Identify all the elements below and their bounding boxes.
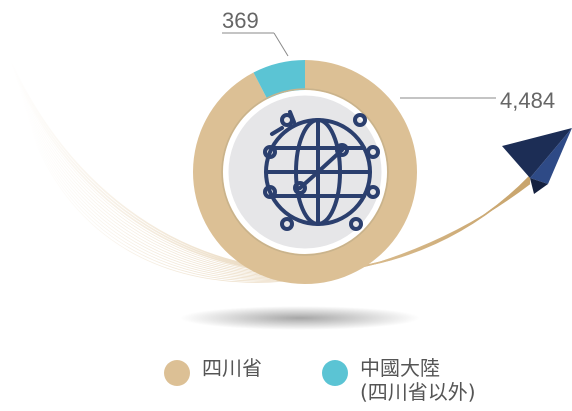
globe-network-icon <box>263 110 380 231</box>
legend-item-sichuan: 四川省 <box>164 356 262 386</box>
legend-label-sichuan: 四川省 <box>202 356 262 380</box>
swoosh-line <box>33 137 531 283</box>
legend-sublabel-mainland: (四川省以外) <box>360 380 476 404</box>
legend-swatch-sichuan <box>164 360 190 386</box>
data-label-4484: 4,484 <box>500 88 555 113</box>
legend-item-mainland: 中國大陸 (四川省以外) <box>322 356 476 404</box>
legend-label-mainland: 中國大陸 <box>360 356 440 380</box>
paper-plane-icon <box>502 128 572 194</box>
leader-line-369-b <box>273 32 289 57</box>
donut-inner-ring-accent <box>221 88 389 256</box>
legend-swatch-mainland <box>322 360 348 386</box>
data-label-369: 369 <box>222 8 259 33</box>
donut-shadow <box>180 306 420 330</box>
